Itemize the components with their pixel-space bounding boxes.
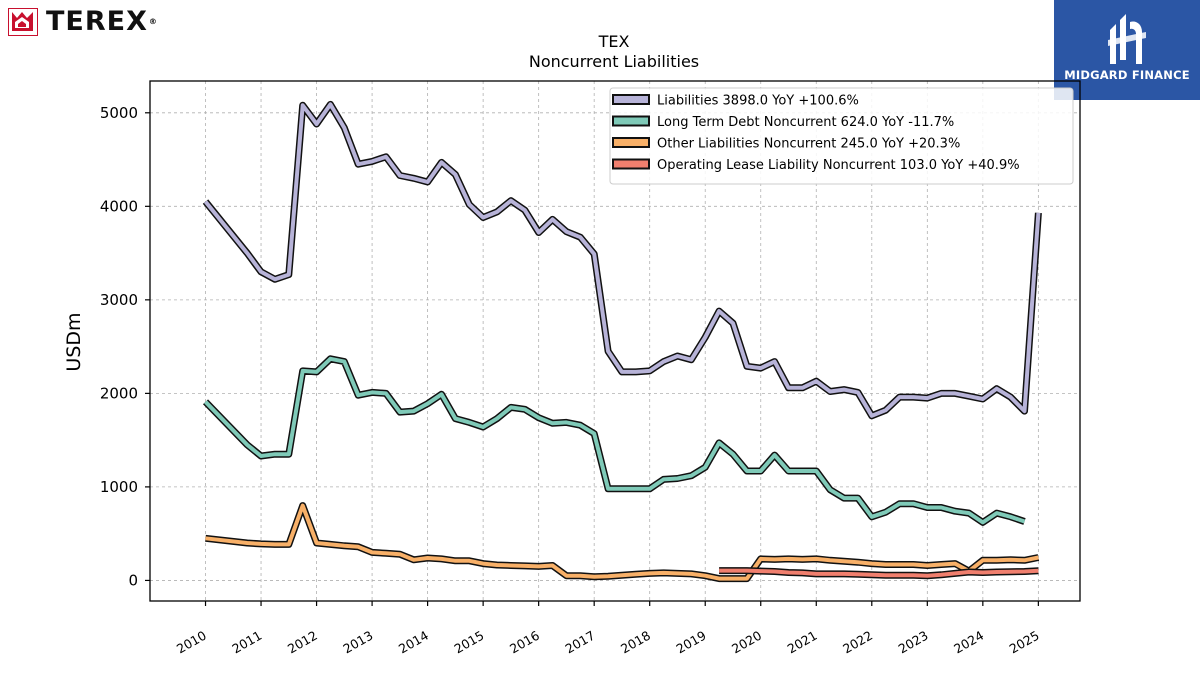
legend-entry: Liabilities 3898.0 YoY +100.6% [657, 94, 859, 109]
series-line-2 [205, 503, 1039, 581]
x-tick-label: 2018 [618, 628, 653, 657]
y-tick-label: 0 [128, 571, 138, 589]
x-tick-label: 2021 [785, 628, 820, 657]
midgard-finance-logo: MIDGARD FINANCE [1054, 0, 1200, 100]
x-tick-label: 2014 [396, 628, 431, 657]
x-tick-label: 2019 [674, 628, 709, 657]
series-lines [202, 100, 1042, 583]
legend-frame [609, 87, 1074, 185]
x-tick-label: 2024 [951, 628, 986, 657]
chart-title-block: TEX Noncurrent Liabilities [414, 32, 814, 72]
terex-logo: TEREX® [8, 8, 158, 36]
legend-swatch [612, 158, 650, 170]
chart-title: TEX [598, 32, 630, 51]
x-tick-label: 2015 [451, 628, 486, 657]
x-tick-label: 2020 [729, 628, 764, 657]
series-outline-2 [205, 502, 1040, 583]
series-line-0 [203, 102, 1041, 418]
y-tick-label: 5000 [100, 104, 138, 122]
y-tick-label: 3000 [100, 291, 138, 309]
x-tick-label: 2013 [340, 628, 375, 657]
chart-subtitle: Noncurrent Liabilities [528, 52, 700, 71]
x-tick-label: 2016 [507, 628, 542, 657]
series-line-3 [719, 568, 1039, 578]
plot-frame [149, 80, 1081, 602]
legend-swatch [612, 137, 650, 148]
legend-swatch [612, 94, 650, 105]
x-tick-label: 2012 [285, 628, 320, 657]
legend-entry: Operating Lease Liability Noncurrent 103… [657, 158, 1020, 173]
y-tick-label: 2000 [100, 384, 138, 402]
x-tick-label: 2010 [174, 628, 209, 657]
legend-entry: Long Term Debt Noncurrent 624.0 YoY -11.… [657, 115, 954, 130]
midgard-logo-icon [1108, 14, 1146, 64]
y-tick-label: 1000 [100, 478, 138, 496]
x-tick-label: 2017 [563, 628, 598, 657]
logo-wordmark: TEREX® [46, 6, 158, 37]
terex-logo-icon [8, 8, 38, 36]
brand-name: MIDGARD FINANCE [1064, 68, 1190, 82]
x-tick-label: 2022 [840, 628, 875, 657]
legend: Liabilities 3898.0 YoY +100.6% Long Term … [609, 87, 1074, 185]
series-outline-1 [202, 355, 1026, 526]
x-tick-label: 2025 [1007, 628, 1042, 657]
legend-swatch [612, 115, 650, 127]
x-tick-label: 2023 [896, 628, 931, 657]
x-tick-label: 2011 [229, 628, 264, 657]
y-tick-label: 4000 [100, 197, 138, 215]
series-line-1 [204, 356, 1026, 525]
legend-entry: Other Liabilities Noncurrent 245.0 YoY +… [657, 137, 960, 152]
y-axis-label: USDm [63, 312, 85, 371]
